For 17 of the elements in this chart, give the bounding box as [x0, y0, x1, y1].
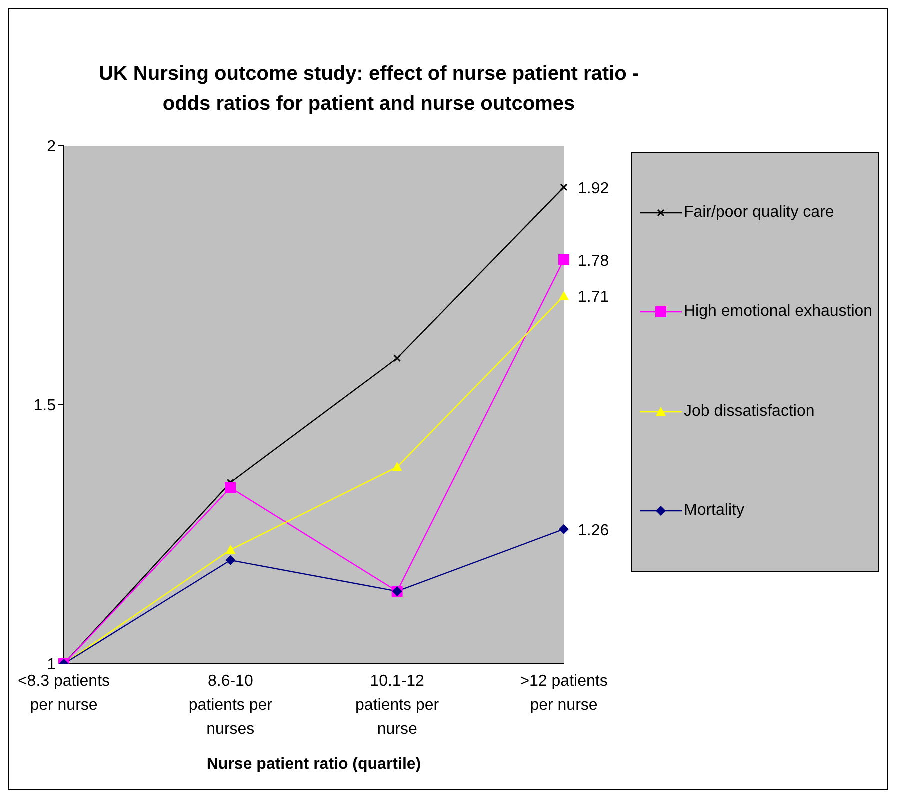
- x-tick-label: 10.1-12 patients per nurse: [356, 673, 440, 738]
- y-tick-label: 2: [47, 138, 56, 156]
- data-label: 1.71: [578, 289, 610, 306]
- y-tick-label: 1: [47, 656, 56, 674]
- data-label: 1.26: [578, 522, 610, 540]
- legend-label: High emotional exhaustion: [684, 303, 873, 322]
- data-label: 1.78: [578, 252, 610, 270]
- x-axis-title: Nurse patient ratio (quartile): [206, 756, 422, 773]
- y-tick-label: 1.5: [34, 398, 56, 415]
- data-label: 1.92: [578, 180, 610, 198]
- x-tick-label: 8.6-10 patients per nurses: [188, 673, 274, 738]
- x-tick-label: >12 patients per nurse: [520, 673, 608, 714]
- legend-label: Fair/poor quality care: [684, 204, 834, 222]
- legend-label: Job dissatisfaction: [684, 402, 815, 421]
- chart-title: UK Nursing outcome study: effect of nurse patient ratio - odds ratios for patient and nurse outcomes: [98, 62, 640, 117]
- x-tick-label: <8.3 patients per nurse: [18, 673, 110, 714]
- legend-label: Mortality: [684, 502, 744, 520]
